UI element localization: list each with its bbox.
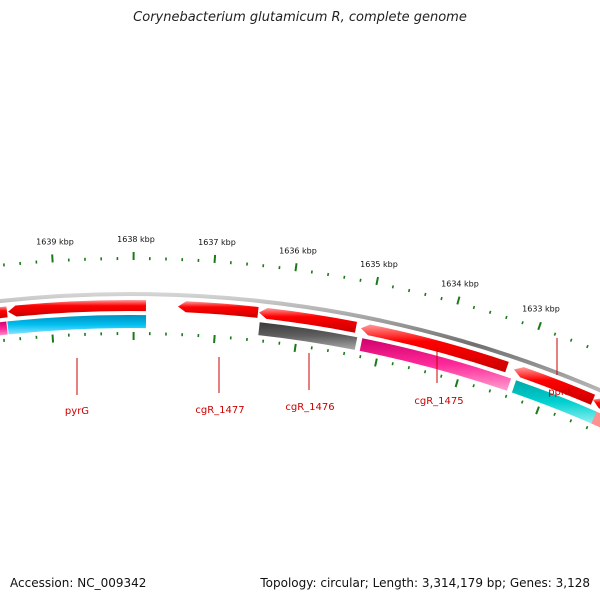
tick-label: 1638 kbp xyxy=(117,235,155,244)
gene-features xyxy=(0,299,600,428)
gene-label-cgR_1477: cgR_1477 xyxy=(195,405,244,416)
gene-arrow-cgR_1475 xyxy=(361,324,509,373)
minor-tick xyxy=(505,315,508,320)
minor-tick xyxy=(343,275,346,279)
page-title: Corynebacterium glutamicum R, complete g… xyxy=(133,10,467,25)
tick-label: 1637 kbp xyxy=(198,238,236,247)
major-tick xyxy=(535,406,540,415)
gene-pair-block-partial xyxy=(0,321,8,336)
minor-tick xyxy=(569,338,573,342)
minor-tick xyxy=(488,310,492,315)
gene-labels: pyrG cgR_1477 cgR_1476 cgR_1475 ppnK xyxy=(65,338,574,417)
gene-arrow-partial xyxy=(593,398,600,409)
minor-tick xyxy=(553,412,556,416)
gene-arrow-ppnK xyxy=(514,367,596,405)
gene-label-ppnK: ppnK xyxy=(548,387,574,398)
gene-arrow-pyrG xyxy=(8,299,147,317)
minor-tick xyxy=(359,355,362,359)
gene-label-pyrG: pyrG xyxy=(65,406,89,417)
minor-tick xyxy=(488,389,492,393)
minor-tick xyxy=(569,419,573,423)
tick-label: 1636 kbp xyxy=(279,246,317,255)
major-tick xyxy=(537,321,542,331)
genome-summary-text: Topology: circular; Length: 3,314,179 bp… xyxy=(260,576,590,590)
minor-tick xyxy=(343,351,346,356)
major-tick xyxy=(293,343,297,352)
minor-tick xyxy=(423,370,427,374)
major-tick xyxy=(51,254,54,263)
minor-tick xyxy=(424,292,427,297)
major-tick xyxy=(213,254,217,263)
major-tick xyxy=(51,334,55,343)
minor-tick xyxy=(472,384,475,388)
minor-tick xyxy=(585,425,589,430)
minor-tick xyxy=(440,296,443,301)
minor-tick xyxy=(391,362,394,366)
major-tick xyxy=(375,276,379,286)
gene-pair-block-pyrG xyxy=(7,314,147,335)
major-tick xyxy=(294,263,298,272)
tick-label: 1633 kbp xyxy=(522,305,560,314)
minor-tick xyxy=(440,374,443,378)
tick-label: 1639 kbp xyxy=(36,237,74,246)
gene-arrow-partial xyxy=(0,306,8,319)
minor-tick xyxy=(359,278,362,282)
tick-label: 1635 kbp xyxy=(360,260,398,269)
minor-tick xyxy=(472,305,476,310)
minor-tick xyxy=(520,400,524,404)
minor-tick xyxy=(407,365,411,370)
gene-pair-block-ppnK xyxy=(511,380,597,424)
accession-text: Accession: NC_009342 xyxy=(10,576,147,590)
gene-arrow-cgR_1476 xyxy=(259,308,357,333)
gene-arrow-cgR_1477 xyxy=(178,301,259,318)
major-tick xyxy=(456,296,461,305)
outer-tick-track xyxy=(2,252,589,349)
minor-tick xyxy=(391,285,395,289)
minor-tick xyxy=(586,344,589,349)
gene-label-cgR_1476: cgR_1476 xyxy=(285,402,334,413)
minor-tick xyxy=(521,321,524,325)
tick-labels: 1639 kbp 1638 kbp 1637 kbp 1636 kbp 1635 kbp… xyxy=(36,235,560,314)
major-tick xyxy=(374,358,378,367)
gene-pair-block-cgR_1476 xyxy=(258,322,358,350)
minor-tick xyxy=(504,394,508,399)
tick-label: 1634 kbp xyxy=(441,279,479,288)
major-tick xyxy=(454,379,459,388)
gene-pair-block-partial xyxy=(590,411,600,428)
gene-label-cgR_1475: cgR_1475 xyxy=(414,396,463,407)
minor-tick xyxy=(326,348,329,353)
minor-tick xyxy=(407,288,411,293)
minor-tick xyxy=(553,332,557,336)
inner-tick-track xyxy=(3,332,589,430)
major-tick xyxy=(213,335,216,344)
gene-pair-block-cgR_1475 xyxy=(359,338,512,391)
